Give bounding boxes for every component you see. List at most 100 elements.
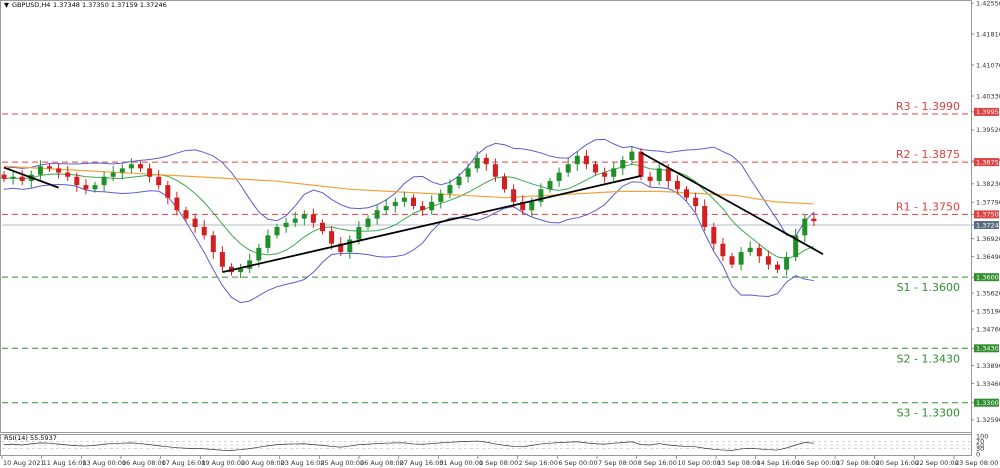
candle-body — [674, 180, 680, 190]
slow-moving-average-line — [3, 165, 814, 205]
price-tag-box — [974, 344, 999, 353]
candle-body — [802, 218, 808, 236]
candle-body — [611, 168, 617, 177]
candle-body — [447, 185, 453, 194]
candle-body — [811, 218, 817, 222]
price-tick-label: 1.33000 — [976, 399, 1000, 407]
support-label-2: S2 - 1.3430 — [897, 352, 960, 365]
symbol-triangle-icon[interactable]: ▼ — [4, 1, 9, 9]
candle-body — [101, 176, 107, 186]
candle-body — [10, 176, 16, 179]
candle-body — [529, 201, 535, 211]
candle-body — [37, 166, 43, 175]
time-tick-label: 22 Sep 00:00 — [915, 459, 958, 467]
candle-body — [647, 176, 653, 181]
time-tick-label: 20 Aug 08:00 — [241, 459, 285, 467]
candle-body — [629, 151, 635, 161]
support-label-1: S1 - 1.3600 — [897, 281, 960, 294]
candle-body — [401, 197, 407, 202]
price-tick-label: 1.32590 — [976, 416, 1000, 424]
time-tick-label: 8 Sep 16:00 — [638, 459, 677, 467]
candle-body — [474, 157, 480, 169]
candle-body — [511, 189, 517, 202]
candle-body — [274, 226, 280, 236]
candle-body — [338, 243, 344, 253]
candle-body — [210, 235, 216, 253]
time-tick-label: 23 Aug 16:00 — [281, 459, 325, 467]
candle-body — [19, 176, 25, 181]
candle-body — [365, 218, 371, 227]
time-tick-label: 27 Aug 16:00 — [400, 459, 444, 467]
time-tick-label: 10 Sep 00:00 — [677, 459, 720, 467]
price-tick-label: 1.33460 — [976, 380, 1000, 388]
candle-body — [747, 247, 753, 253]
candle-body — [256, 247, 262, 261]
candle-body — [138, 164, 143, 169]
candle-body — [429, 201, 435, 211]
time-tick-label: 14 Sep 16:00 — [757, 459, 800, 467]
candle-body — [583, 155, 589, 165]
candle-body — [47, 166, 52, 169]
candle-body — [383, 206, 389, 211]
candle-body — [411, 197, 416, 207]
candle-body — [593, 164, 598, 173]
candle-body — [711, 226, 717, 244]
resistance-label-1: R3 - 1.3990 — [896, 100, 960, 113]
candle-body — [128, 164, 134, 169]
candle-body — [83, 185, 89, 190]
candle-body — [656, 168, 662, 181]
candle-body — [520, 201, 526, 211]
upper-band-line — [3, 138, 815, 237]
price-tag-box — [974, 273, 999, 282]
candle-body — [793, 235, 799, 258]
time-tick-label: 2 Sep 16:00 — [519, 459, 558, 467]
trendline-3 — [640, 151, 824, 255]
candle-body — [65, 172, 71, 177]
price-tag-box — [974, 398, 999, 407]
candle-body — [192, 218, 198, 227]
candle-body — [638, 151, 644, 177]
price-tag-box — [974, 210, 999, 219]
trendline-1 — [3, 166, 59, 189]
symbol-label: GBPUSD,H4 — [12, 1, 50, 9]
candle-body — [738, 252, 744, 265]
rsi-tick-label: 100 — [976, 432, 988, 440]
trendline-2 — [222, 175, 642, 274]
candle-body — [693, 197, 699, 207]
rsi-tick-label: 70 — [976, 438, 984, 446]
candle-body — [684, 189, 689, 198]
candle-body — [265, 235, 271, 248]
candle-body — [547, 180, 553, 190]
rsi-tick-label: 0 — [976, 450, 980, 458]
candle-body — [756, 247, 762, 257]
candle-body — [438, 193, 444, 202]
price-tick-label: 1.39520 — [976, 126, 1000, 134]
time-tick-label: 1 Sep 08:00 — [479, 459, 518, 467]
candle-body — [183, 210, 189, 219]
time-tick-label: 10 Aug 2021 — [3, 459, 45, 467]
time-tick-label: 11 Aug 16:00 — [43, 459, 87, 467]
candle-body — [483, 157, 489, 165]
time-tick-label: 23 Sep 08:00 — [955, 459, 998, 467]
price-tick-label: 1.36490 — [976, 253, 1000, 261]
main-chart-panel — [0, 0, 972, 433]
price-tick-label: 1.36000 — [976, 273, 1000, 281]
price-tick-label: 1.33890 — [976, 362, 1000, 370]
candle-body — [310, 214, 316, 223]
support-label-3: S3 - 1.3300 — [897, 407, 960, 420]
bollinger-bands — [3, 138, 815, 304]
trendlines — [3, 151, 824, 274]
candle-body — [702, 206, 708, 227]
time-tick-label: 19 Aug 00:00 — [201, 459, 245, 467]
candle-body — [74, 176, 80, 186]
time-tick-label: 7 Sep 08:00 — [598, 459, 637, 467]
price-tick-label: 1.35190 — [976, 307, 1000, 315]
candle-body — [729, 256, 735, 265]
candle-body — [502, 176, 507, 190]
candle-body — [347, 239, 353, 253]
price-axis[interactable]: 1.42550 1.41810 1.41070 1.40330 1.39950 1.395… — [971, 0, 1000, 424]
